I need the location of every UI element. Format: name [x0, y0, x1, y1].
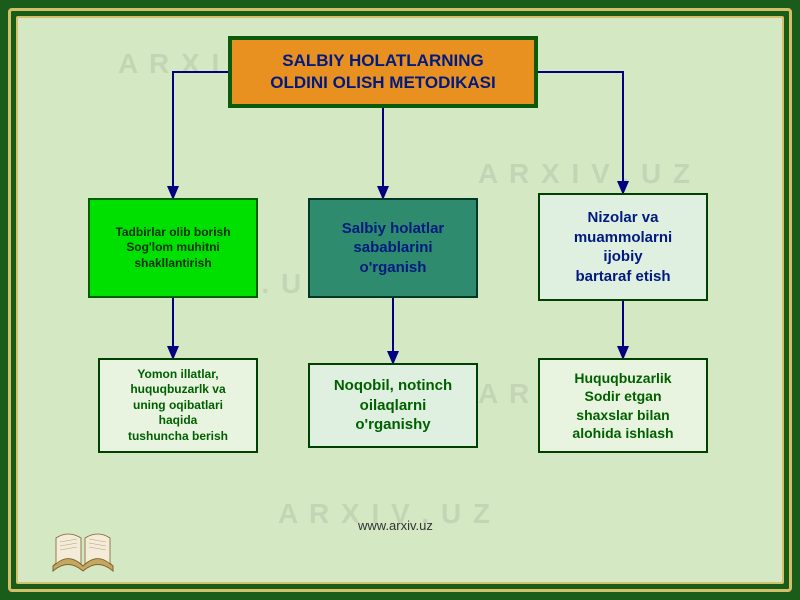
title-text: SALBIY HOLATLARNINGOLDINI OLISH METODIKA… — [270, 50, 495, 94]
footer-url: www.arxiv.uz — [358, 518, 433, 533]
row1-box-0-label: Tadbirlar olib borishSog'lom muhitnishak… — [115, 225, 230, 272]
row2-box-2: HuquqbuzarlikSodir etganshaxslar bilanal… — [538, 358, 708, 453]
row2-box-0: Yomon illatlar,huquqbuzarlk vauning oqib… — [98, 358, 258, 453]
row1-box-1: Salbiy holatlarsabablarinio'rganish — [308, 198, 478, 298]
diagram-canvas: A R X I V . U ZA R X I V . U ZA R X I V … — [18, 18, 782, 582]
open-book-icon — [48, 526, 118, 576]
row1-box-0: Tadbirlar olib borishSog'lom muhitnishak… — [88, 198, 258, 298]
connector-arrow — [173, 72, 228, 198]
row2-box-2-label: HuquqbuzarlikSodir etganshaxslar bilanal… — [572, 369, 673, 442]
title-box: SALBIY HOLATLARNINGOLDINI OLISH METODIKA… — [228, 36, 538, 108]
connector-arrow — [538, 72, 623, 193]
inner-frame: A R X I V . U ZA R X I V . U ZA R X I V … — [16, 16, 784, 584]
row2-box-1-label: Noqobil, notinchoilaqlarnio'rganishy — [334, 376, 452, 435]
row1-box-2: Nizolar vamuammolarniijobiybartaraf etis… — [538, 193, 708, 301]
row2-box-0-label: Yomon illatlar,huquqbuzarlk vauning oqib… — [128, 367, 228, 445]
row2-box-1: Noqobil, notinchoilaqlarnio'rganishy — [308, 363, 478, 448]
row1-box-2-label: Nizolar vamuammolarniijobiybartaraf etis… — [574, 208, 672, 286]
row1-box-1-label: Salbiy holatlarsabablarinio'rganish — [342, 219, 445, 278]
